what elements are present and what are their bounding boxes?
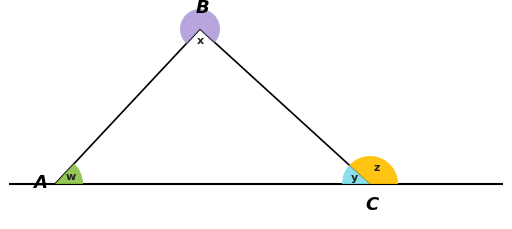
Text: x: x [197,36,204,46]
Text: y: y [351,173,358,183]
Text: z: z [373,163,379,173]
Wedge shape [342,165,370,184]
Wedge shape [180,9,220,44]
Text: w: w [66,172,76,182]
Wedge shape [55,164,83,184]
Text: A: A [33,174,47,192]
Text: B: B [196,0,210,17]
Text: C: C [366,196,379,214]
Wedge shape [349,156,398,184]
